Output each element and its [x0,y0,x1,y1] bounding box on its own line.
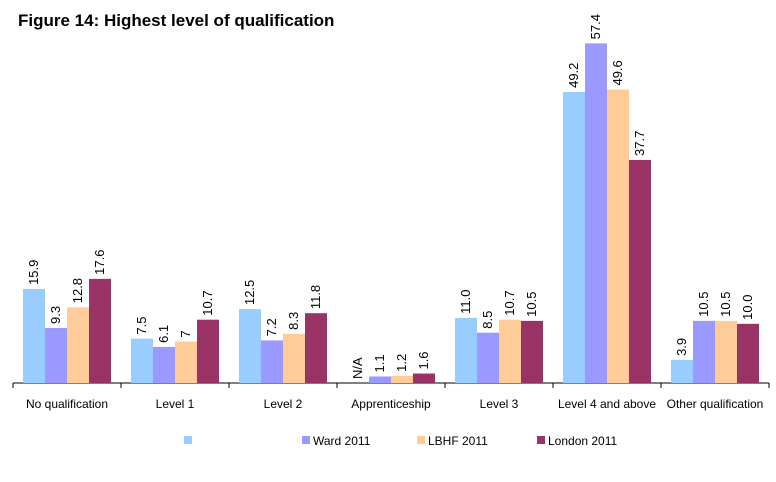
data-label: 12.8 [70,278,85,303]
x-tick-label: Other qualification [666,397,764,411]
bar [391,375,413,383]
bar [737,323,759,383]
data-label: 10.5 [718,292,733,317]
data-label: 10.0 [740,295,755,320]
x-tick-label: Apprenticeship [351,397,431,411]
legend-marker [302,436,310,444]
data-label: 1.1 [372,354,387,372]
bar [45,327,67,383]
bar [369,376,391,383]
bar [175,341,197,383]
bar [283,333,305,383]
data-label: 7.2 [264,318,279,336]
bar [197,319,219,383]
bar [715,320,737,383]
bar [89,278,111,383]
data-label: 8.3 [286,312,301,330]
bar [671,359,693,383]
bar [261,340,283,383]
legend-label: Ward 2011 [313,434,371,448]
bar [477,332,499,383]
bar [629,159,651,383]
legend-label: LBHF 2011 [428,434,488,448]
bar [23,288,45,383]
data-label: 49.2 [566,63,581,88]
data-label: 3.9 [674,338,689,356]
bar [131,338,153,383]
data-label: 12.5 [242,280,257,305]
data-label: 10.5 [696,292,711,317]
bar [239,309,261,383]
data-label: N/A [350,357,365,379]
data-label: 10.5 [524,292,539,317]
chart-title: Figure 14: Highest level of qualificatio… [18,11,334,30]
data-label: 1.2 [394,354,409,372]
data-label: 1.6 [416,351,431,369]
data-label: 8.5 [480,311,495,329]
legend-marker [537,436,545,444]
data-label: 6.1 [156,325,171,343]
x-tick-label: Level 1 [155,397,195,411]
bar [455,317,477,383]
data-label: 11.8 [308,285,323,309]
data-label: 10.7 [200,290,215,315]
bar [521,320,543,383]
data-label: 11.0 [458,290,473,314]
bar [693,320,715,383]
bar [499,319,521,383]
data-label: 57.4 [588,14,603,39]
data-label: 15.9 [26,260,41,285]
legend-label: London 2011 [548,434,618,448]
bar [585,43,607,384]
legend-marker [184,436,192,444]
bar [67,307,89,383]
bar [607,89,629,384]
bar [305,313,327,383]
x-tick-label: Level 3 [479,397,519,411]
data-label: 37.7 [632,131,647,156]
data-label: 9.3 [48,306,63,324]
x-tick-label: Level 4 and above [557,397,657,411]
data-label: 10.7 [502,290,517,315]
data-label: 7 [178,330,193,337]
data-label: 7.5 [134,317,149,335]
bar [563,91,585,384]
bar [153,346,175,383]
x-tick-label: No qualification [25,397,109,411]
x-tick-label: Level 2 [263,397,303,411]
data-label: 49.6 [610,60,625,85]
legend-marker [417,436,425,444]
data-label: 17.6 [92,250,107,275]
bar [413,373,435,383]
